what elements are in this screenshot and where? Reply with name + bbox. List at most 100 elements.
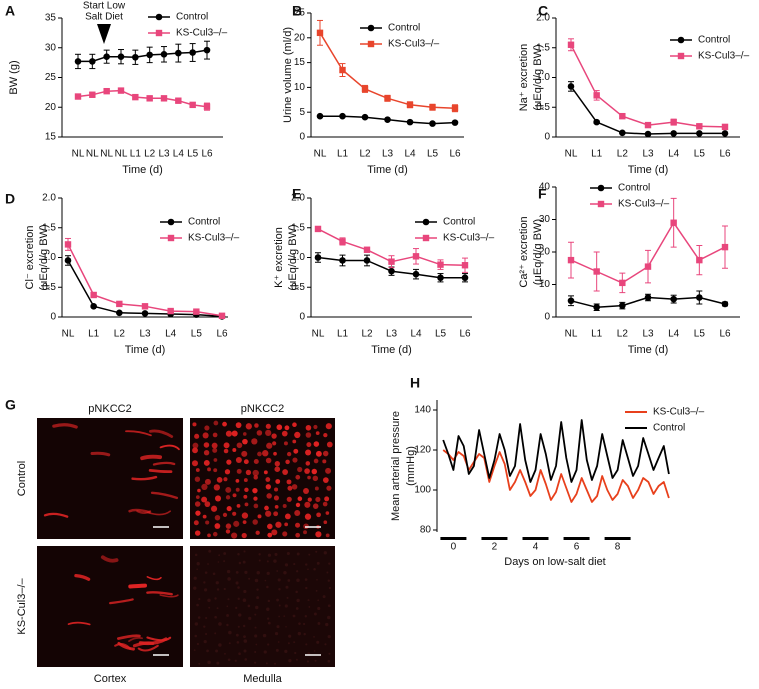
cell-signal <box>308 606 311 608</box>
cell-signal <box>327 634 331 639</box>
cell-signal <box>313 612 317 616</box>
y-tick-label: 1.0 <box>536 72 550 83</box>
cell-signal <box>204 425 210 431</box>
cell-signal <box>215 581 219 585</box>
x-tick-bar <box>604 537 631 540</box>
x-tick-label: L1 <box>337 329 349 340</box>
marker <box>218 312 226 320</box>
legend-label: Control <box>698 35 730 46</box>
cell-signal <box>206 649 209 653</box>
cell-signal <box>266 442 273 449</box>
marker <box>461 274 469 282</box>
x-tick-label: L4 <box>173 149 185 160</box>
marker <box>597 200 605 208</box>
cell-signal <box>265 429 272 437</box>
cell-signal <box>244 487 249 493</box>
cell-signal <box>265 477 271 482</box>
tubule-signal <box>140 454 163 461</box>
cell-signal <box>203 442 210 448</box>
y-tick-label: 25 <box>294 8 306 19</box>
cell-signal <box>287 579 291 582</box>
marker <box>451 105 459 112</box>
cell-signal <box>297 496 303 501</box>
cell-signal <box>264 579 267 582</box>
row-label: Control <box>16 461 28 496</box>
cell-signal <box>295 474 301 480</box>
cell-signal <box>264 505 269 511</box>
cell-signal <box>313 567 316 571</box>
cell-signal <box>225 495 231 500</box>
cell-signal <box>296 578 300 583</box>
y-tick-label: 10 <box>294 82 306 93</box>
cell-signal <box>296 570 299 573</box>
marker <box>175 49 182 57</box>
cell-signal <box>303 530 307 535</box>
cell-signal <box>193 649 196 652</box>
marker <box>339 112 346 120</box>
cell-signal <box>292 614 296 618</box>
x-tick-label: NL <box>72 149 85 160</box>
marker <box>593 118 600 126</box>
x-tick-label: NL <box>312 329 325 340</box>
cell-signal <box>227 658 231 662</box>
cell-signal <box>296 552 300 556</box>
marker <box>406 118 414 126</box>
cell-signal <box>313 441 320 447</box>
tubule-signal <box>90 451 111 457</box>
cell-signal <box>207 563 209 565</box>
x-tick-label: L2 <box>359 149 371 160</box>
marker <box>619 302 626 309</box>
marker <box>384 95 391 102</box>
tubule-signal <box>146 510 172 516</box>
cell-signal <box>306 442 312 448</box>
cell-signal <box>324 643 327 646</box>
x-tick-label: L5 <box>435 329 447 340</box>
cell-signal <box>238 613 242 617</box>
cell-signal <box>296 598 300 603</box>
cell-signal <box>235 479 240 483</box>
cell-signal <box>313 424 318 430</box>
cell-signal <box>244 502 249 507</box>
cell-signal <box>251 438 258 445</box>
micrograph <box>190 418 335 539</box>
cell-signal <box>238 652 241 656</box>
cell-signal <box>276 625 280 629</box>
cell-signal <box>267 523 273 530</box>
y-tick-label: 140 <box>414 405 431 416</box>
cell-signal <box>243 639 248 643</box>
cell-signal <box>255 643 258 646</box>
cell-signal <box>193 576 197 580</box>
x-tick-label: L1 <box>591 149 603 160</box>
marker <box>361 85 369 93</box>
y-tick-label: 0.5 <box>42 282 56 293</box>
cell-signal <box>211 442 218 449</box>
cell-signal <box>274 552 278 556</box>
tubule-signal <box>131 475 158 481</box>
legend-label: Control <box>176 12 208 23</box>
cell-signal <box>212 531 218 537</box>
marker <box>314 254 322 261</box>
cell-signal <box>242 560 246 564</box>
marker <box>89 91 96 98</box>
legend-label: KS-Cul3–/– <box>653 407 705 418</box>
y-tick-label: 0 <box>299 132 305 143</box>
cell-signal <box>214 597 217 600</box>
cell-signal <box>283 441 288 446</box>
cell-signal <box>315 550 318 553</box>
cell-signal <box>194 501 201 507</box>
cell-signal <box>285 585 289 589</box>
cell-signal <box>265 423 271 429</box>
y-tick-label: 25 <box>45 72 57 83</box>
annotation: Salt Diet <box>85 12 123 23</box>
cell-signal <box>213 420 219 426</box>
x-tick-label: L5 <box>694 149 706 160</box>
x-tick-label: L4 <box>165 329 177 340</box>
marker <box>74 93 82 100</box>
cell-signal <box>232 448 237 452</box>
marker <box>90 291 97 299</box>
cell-signal <box>194 634 198 638</box>
legend-label: Control <box>443 217 475 228</box>
cell-signal <box>252 469 259 477</box>
y-tick-label: 15 <box>45 132 57 143</box>
cell-signal <box>297 466 303 473</box>
